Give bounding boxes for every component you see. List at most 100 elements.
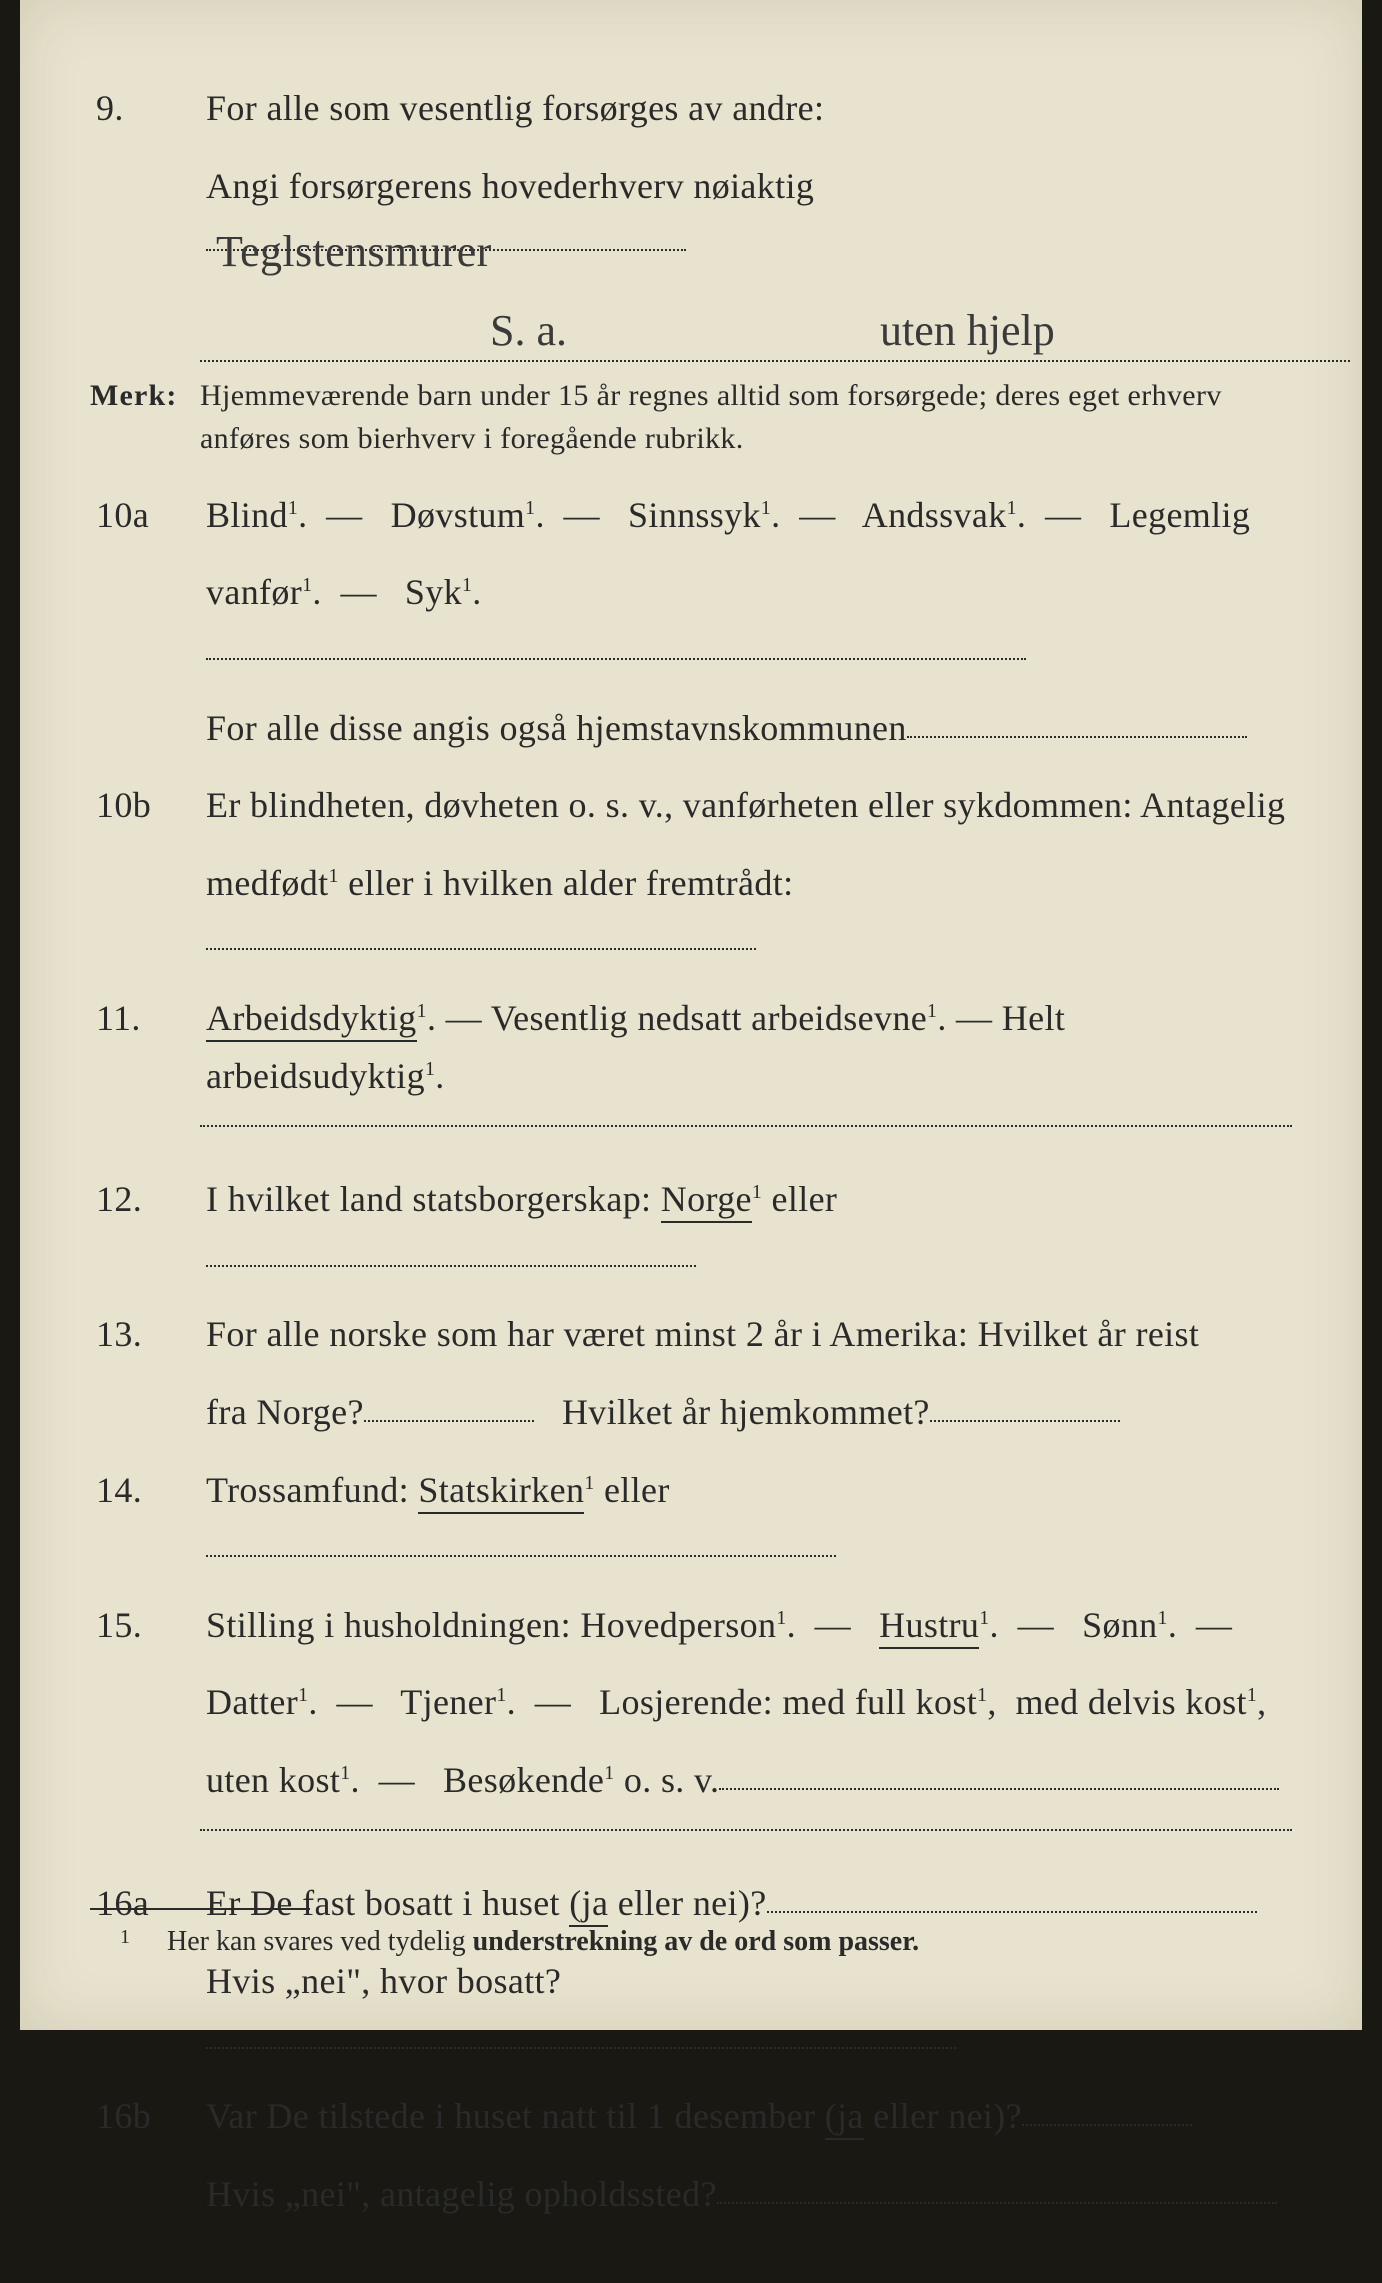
- q15-uten: uten kost: [206, 1760, 340, 1800]
- q10a-number: 10a: [90, 487, 206, 545]
- q12-number: 12.: [90, 1171, 206, 1229]
- q15-osv: o. s. v.: [615, 1760, 720, 1800]
- footnote-text-a: Her kan svares ved tydelig: [167, 1926, 473, 1957]
- q12-fill[interactable]: [206, 1229, 696, 1267]
- q16a-number: 16a: [90, 1875, 206, 1933]
- q16a-fill1[interactable]: [767, 1875, 1257, 1913]
- q16a-text-a: Er De fast bosatt i huset: [206, 1883, 569, 1923]
- q10b-medfodt: medfødt: [206, 863, 329, 903]
- q15-delvis: med delvis kost: [1015, 1682, 1246, 1722]
- q16b-number: 16b: [90, 2088, 206, 2146]
- q12-row: 12. I hvilket land statsborgerskap: Norg…: [90, 1171, 1292, 1286]
- q9-fill-1[interactable]: Teglstensmurer: [206, 213, 686, 251]
- q15-besok: Besøkende: [443, 1760, 604, 1800]
- q12-norge: Norge: [661, 1179, 752, 1223]
- q16b-text2: Hvis „nei", antagelig opholdssted?: [206, 2174, 717, 2214]
- q13-text1: For alle norske som har været minst 2 år…: [206, 1306, 1292, 1364]
- q9-label2: Angi forsørgerens hovederhverv nøiaktig: [206, 166, 814, 206]
- q10b-line1: 10b Er blindheten, døvheten o. s. v., va…: [90, 777, 1292, 835]
- q15-sonn: Sønn: [1082, 1605, 1157, 1645]
- q13-hjemkommet: Hvilket år hjemkommet?: [562, 1392, 930, 1432]
- q9-line1: 9. For alle som vesentlig forsørges av a…: [90, 80, 1292, 138]
- q15-tjener: Tjener: [400, 1682, 496, 1722]
- footnote-rule: [90, 1908, 310, 1910]
- q13-fra-norge: fra Norge?: [206, 1392, 364, 1432]
- q11-number: 11.: [90, 990, 206, 1048]
- q10b-fill[interactable]: [206, 912, 756, 950]
- q16a-line1: 16a Er De fast bosatt i huset (ja eller …: [90, 1875, 1292, 1933]
- q15-lead: Stilling i husholdningen:: [206, 1605, 580, 1645]
- q15-fill2[interactable]: [200, 1829, 1292, 1831]
- q9-handwriting2b: uten hjelp: [880, 305, 1055, 356]
- q10a-hjemstavn: For alle disse angis også hjemstavnskomm…: [206, 708, 907, 748]
- q13-fill1[interactable]: [364, 1384, 534, 1422]
- q12-text-b: eller: [762, 1179, 837, 1219]
- q11-row: 11. Arbeidsdyktig1. — Vesentlig nedsatt …: [90, 990, 1292, 1105]
- merk-text: Hjemmeværende barn under 15 år regnes al…: [200, 374, 1292, 461]
- q10a-line1: 10a Blind1. — Døvstum1. — Sinnssyk1. — A…: [90, 487, 1292, 545]
- q16b-line1: 16b Var De tilstede i huset natt til 1 d…: [90, 2088, 1292, 2146]
- q14-fill[interactable]: [206, 1519, 836, 1557]
- merk-label: Merk:: [90, 372, 200, 420]
- q14-statskirken: Statskirken: [418, 1470, 584, 1514]
- q10a-opts: Blind1. — Døvstum1. — Sinnssyk1. — Andss…: [206, 487, 1292, 545]
- q10b-text2: eller i hvilken alder fremtrådt:: [339, 863, 794, 903]
- q16b-fill1[interactable]: [1022, 2088, 1192, 2126]
- opt-andssvak: Andssvak: [862, 495, 1007, 535]
- q13-fill2[interactable]: [930, 1384, 1120, 1422]
- q11-nedsatt: Vesentlig nedsatt arbeidsevne: [491, 998, 927, 1038]
- q10a-line3: For alle disse angis også hjemstavnskomm…: [90, 700, 1292, 758]
- q11-fill[interactable]: [200, 1125, 1292, 1127]
- q9-line2: Angi forsørgerens hovederhverv nøiaktig …: [90, 158, 1292, 282]
- q16b-line2: Hvis „nei", antagelig opholdssted?: [90, 2166, 1292, 2224]
- q13-line1: 13. For alle norske som har været minst …: [90, 1306, 1292, 1364]
- merk-row: Merk: Hjemmeværende barn under 15 år reg…: [90, 372, 1292, 461]
- q9-text2: Angi forsørgerens hovederhverv nøiaktig …: [206, 158, 1292, 282]
- q9-number: 9.: [90, 80, 206, 138]
- q9-handwriting2a: S. a.: [490, 305, 567, 356]
- opt-dovstum: Døvstum: [391, 495, 526, 535]
- q11-arbeidsdyktig: Arbeidsdyktig: [206, 998, 417, 1042]
- q9-text1: For alle som vesentlig forsørges av andr…: [206, 80, 1292, 138]
- q13-number: 13.: [90, 1306, 206, 1364]
- opt-vanfor: vanfør: [206, 572, 302, 612]
- q10a-fill2[interactable]: [907, 700, 1247, 738]
- q15-line1: 15. Stilling i husholdningen: Hovedperso…: [90, 1597, 1292, 1655]
- q14-row: 14. Trossamfund: Statskirken1 eller: [90, 1462, 1292, 1577]
- q14-number: 14.: [90, 1462, 206, 1520]
- q15-line3: uten kost1. — Besøkende1 o. s. v.: [90, 1752, 1292, 1810]
- footnote: 1 Her kan svares ved tydelig understrekn…: [120, 1926, 919, 1958]
- q16a-text-b: eller nei)?: [608, 1883, 766, 1923]
- opt-legemlig: Legemlig: [1109, 495, 1250, 535]
- q16b-text-b: eller nei)?: [864, 2096, 1022, 2136]
- footnote-number: 1: [120, 1926, 130, 1948]
- q16a-fill2[interactable]: [206, 2011, 956, 2049]
- q15-line2: Datter1. — Tjener1. — Losjerende: med fu…: [90, 1674, 1292, 1732]
- q10a-fill[interactable]: [206, 622, 1026, 660]
- q15-hoved: Hovedperson: [580, 1605, 776, 1645]
- q12-text-a: I hvilket land statsborgerskap:: [206, 1179, 661, 1219]
- q15-hustru: Hustru: [879, 1605, 979, 1649]
- q16a-ja: (ja: [569, 1883, 608, 1927]
- footnote-text-b: understrekning av de ord som passer.: [473, 1926, 920, 1957]
- q9-fill-2[interactable]: S. a. uten hjelp: [200, 300, 1350, 362]
- q14-text-a: Trossamfund:: [206, 1470, 418, 1510]
- q15-datter: Datter: [206, 1682, 298, 1722]
- q10b-line2: medfødt1 eller i hvilken alder fremtrådt…: [90, 855, 1292, 970]
- q15-number: 15.: [90, 1597, 206, 1655]
- q14-text-b: eller: [595, 1470, 670, 1510]
- opt-blind: Blind: [206, 495, 288, 535]
- q16b-fill2[interactable]: [717, 2166, 1277, 2204]
- q10b-number: 10b: [90, 777, 206, 835]
- opt-syk: Syk: [405, 572, 462, 612]
- q13-line2: fra Norge? Hvilket år hjemkommet?: [90, 1384, 1292, 1442]
- q16a-text2: Hvis „nei", hvor bosatt?: [206, 1961, 561, 2001]
- q10b-text1: Er blindheten, døvheten o. s. v., vanfør…: [206, 777, 1292, 835]
- census-form-page: 9. For alle som vesentlig forsørges av a…: [20, 0, 1362, 2030]
- q15-fill[interactable]: [719, 1752, 1279, 1790]
- q9-handwriting1: Teglstensmurer: [216, 217, 492, 287]
- q16b-ja: (ja: [825, 2096, 864, 2140]
- q16b-text-a: Var De tilstede i huset natt til 1 desem…: [206, 2096, 825, 2136]
- q15-losj: Losjerende: med full kost: [599, 1682, 977, 1722]
- opt-sinnssyk: Sinnssyk: [628, 495, 761, 535]
